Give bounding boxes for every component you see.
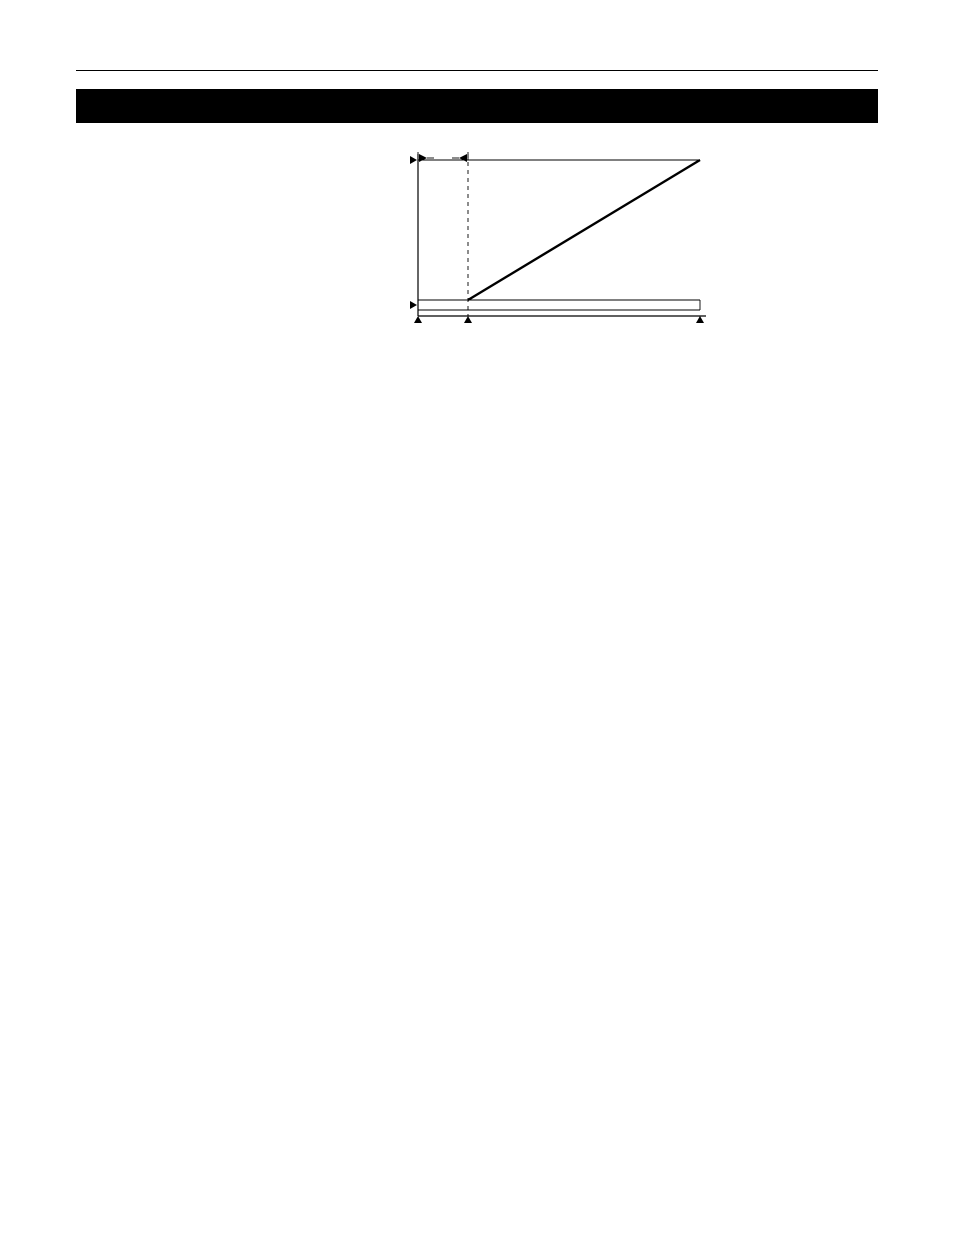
ramp-diagram-svg <box>400 142 740 352</box>
horizontal-rule <box>76 70 878 71</box>
ramp-diagram <box>400 142 740 352</box>
section-title-bar <box>76 89 878 123</box>
